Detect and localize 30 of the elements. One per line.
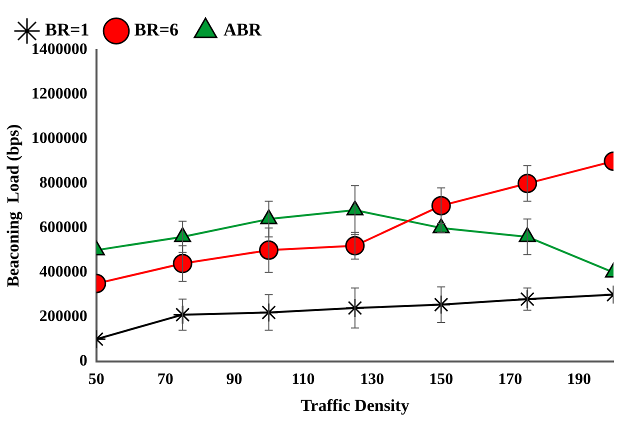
y-tick-label: 600000 — [39, 219, 88, 236]
point — [172, 254, 192, 274]
x-tick-label: 190 — [567, 371, 592, 388]
x-tick-label: 130 — [360, 371, 384, 388]
y-tick-label: 400000 — [39, 264, 88, 281]
y-tick-label: 1400000 — [31, 41, 88, 58]
point — [431, 196, 451, 216]
x-tick-label: 90 — [226, 371, 242, 388]
y-tick-label: 800000 — [39, 174, 88, 192]
x-tick-label: 150 — [429, 371, 454, 388]
y-axis-title: Beaconing Load (bps) — [4, 124, 23, 288]
point — [345, 236, 365, 256]
x-tick-label: 170 — [498, 371, 522, 388]
point — [259, 240, 279, 260]
legend-label: ABR — [224, 20, 263, 40]
x-tick-label: 70 — [157, 371, 174, 388]
legend-label: BR=6 — [134, 20, 179, 40]
point — [259, 302, 279, 322]
point — [518, 174, 538, 194]
point — [431, 294, 451, 314]
x-tick-label: 110 — [292, 371, 315, 388]
x-tick-label: 50 — [88, 371, 104, 388]
y-tick-label: 0 — [79, 352, 88, 370]
x-axis-title: Traffic Density — [300, 396, 410, 416]
y-tick-label: 200000 — [39, 308, 88, 326]
point — [518, 289, 538, 309]
point — [345, 298, 365, 318]
legend-label: BR=1 — [45, 20, 90, 40]
y-tick-label: 1200000 — [31, 86, 88, 103]
y-tick-label: 1000000 — [31, 130, 88, 148]
